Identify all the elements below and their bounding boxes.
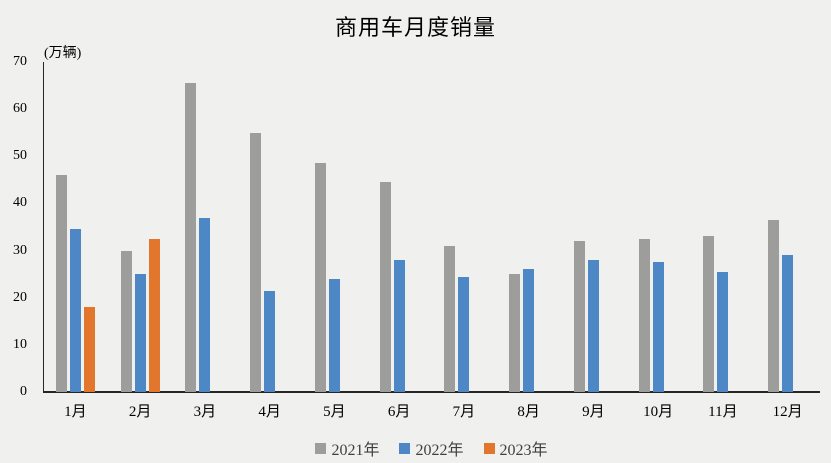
chart-title: 商用车月度销量	[334, 15, 496, 40]
x-axis-label-3月: 3月	[193, 404, 217, 420]
bar-2022年-12月	[782, 255, 794, 392]
legend-label: 2023年	[499, 442, 548, 459]
bar-2021年-6月	[379, 182, 391, 392]
bar-2023年-1月	[83, 307, 95, 392]
bar-2021年-5月	[314, 163, 326, 392]
bar-2021年-4月	[250, 132, 262, 392]
bar-2022年-5月	[328, 278, 340, 392]
bar-2021年-10月	[638, 238, 650, 392]
bar-2021年-11月	[703, 236, 715, 392]
bar-2021年-1月	[55, 175, 67, 392]
x-axis-label-10月: 10月	[643, 404, 674, 420]
y-axis-tick-label: 20	[13, 289, 27, 305]
y-axis-line	[43, 62, 44, 392]
bar-2022年-9月	[587, 260, 599, 392]
bar-2022年-3月	[199, 217, 211, 392]
legend-swatch-icon	[399, 442, 411, 454]
x-axis-label-12月: 12月	[772, 404, 803, 420]
legend-item-2021年: 2021年	[315, 436, 379, 460]
y-axis-tick-label: 70	[13, 54, 27, 69]
x-axis-label-1月: 1月	[64, 404, 87, 420]
legend: 2021年 2022年 2023年	[43, 436, 820, 460]
legend-swatch-icon	[315, 442, 327, 454]
legend-item-2022年: 2022年	[399, 436, 464, 460]
bar-2023年-2月	[148, 238, 160, 392]
bar-2022年-11月	[717, 271, 729, 392]
bar-2022年-2月	[134, 274, 146, 392]
bar-2022年-1月	[69, 229, 81, 392]
x-axis-label-6月: 6月	[387, 404, 411, 420]
x-axis-label-9月: 9月	[582, 404, 605, 420]
bar-2021年-7月	[444, 245, 456, 392]
legend-label: 2022年	[415, 442, 464, 459]
x-axis-label-5月: 5月	[323, 404, 346, 420]
bar-2022年-10月	[652, 262, 664, 392]
bar-2022年-6月	[393, 260, 405, 392]
bar-2021年-12月	[768, 219, 780, 392]
bar-2021年-9月	[573, 241, 585, 392]
bar-2022年-8月	[523, 269, 535, 392]
x-axis-label-11月: 11月	[708, 404, 738, 420]
bar-2022年-4月	[264, 290, 276, 392]
x-axis-line	[43, 391, 820, 393]
legend-label: 2021年	[331, 442, 380, 459]
x-axis-label-8月: 8月	[517, 404, 540, 420]
y-axis-tick-label: 50	[13, 148, 27, 164]
bar-2022年-7月	[458, 276, 470, 392]
bar-2021年-8月	[509, 274, 521, 392]
bar-2021年-2月	[120, 250, 132, 392]
x-axis-label-4月: 4月	[258, 404, 281, 420]
legend-swatch-icon	[483, 442, 495, 454]
x-axis-label-2月: 2月	[128, 404, 152, 420]
y-axis-tick-label: 40	[13, 195, 27, 211]
x-axis-label-7月: 7月	[452, 404, 476, 420]
y-axis-tick-label: 30	[13, 242, 27, 258]
legend-item-2023年: 2023年	[483, 436, 548, 460]
bar-2021年-3月	[185, 83, 197, 392]
y-axis-tick-label: 10	[13, 336, 27, 352]
y-axis-tick-label: 0	[20, 384, 27, 399]
y-axis-unit-label: (万辆)	[44, 46, 82, 61]
y-axis-tick-label: 60	[13, 101, 27, 117]
